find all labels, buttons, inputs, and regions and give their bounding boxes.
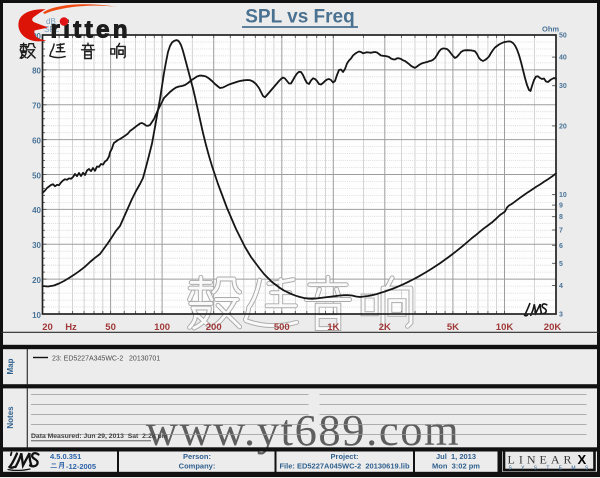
svg-text:10: 10: [32, 311, 41, 320]
svg-text:4: 4: [559, 283, 563, 290]
svg-text:10K: 10K: [496, 322, 514, 333]
svg-text:Hz: Hz: [65, 322, 77, 333]
svg-text:80: 80: [32, 67, 41, 76]
svg-text:8: 8: [559, 214, 563, 221]
svg-text:1K: 1K: [327, 322, 339, 333]
svg-text:40: 40: [32, 206, 41, 215]
svg-text:50: 50: [559, 33, 567, 40]
svg-text:50: 50: [32, 171, 41, 180]
svg-text:SPL: SPL: [44, 25, 60, 34]
svg-text:100: 100: [154, 322, 170, 333]
svg-text:Ohm: Ohm: [542, 25, 559, 34]
svg-text:-12-2005: -12-2005: [66, 462, 96, 471]
svg-text:File: ED5227A045WC-2 20130619: File: ED5227A045WC-2 20130619.lib: [279, 462, 409, 471]
svg-text:500: 500: [274, 322, 290, 333]
svg-text:Map: Map: [6, 358, 15, 374]
svg-text:Data Measured: Jun 29, 2013 S: Data Measured: Jun 29, 2013 Sat 2:28 pm: [31, 433, 168, 440]
svg-text:90: 90: [32, 32, 41, 41]
svg-text:20K: 20K: [544, 322, 562, 333]
svg-text:20: 20: [32, 276, 41, 285]
svg-text:70: 70: [32, 102, 41, 111]
svg-text:30: 30: [559, 83, 567, 90]
svg-text:Notes: Notes: [6, 406, 15, 429]
svg-text:20: 20: [42, 322, 53, 333]
svg-text:40: 40: [559, 55, 567, 62]
svg-text:Company:: Company:: [179, 462, 216, 471]
svg-text:Project:: Project:: [331, 452, 359, 461]
svg-text:5K: 5K: [447, 322, 459, 333]
svg-text:2K: 2K: [379, 322, 391, 333]
svg-text:3: 3: [559, 312, 563, 319]
svg-text:www.yt689.com: www.yt689.com: [146, 405, 461, 455]
svg-text:4.5.0.351: 4.5.0.351: [50, 452, 81, 461]
svg-text:50: 50: [105, 322, 116, 333]
svg-text:SYSTEMS: SYSTEMS: [509, 465, 598, 471]
svg-text:X: X: [578, 452, 587, 467]
svg-text:20: 20: [559, 123, 567, 130]
svg-text:Person:: Person:: [183, 452, 211, 461]
svg-text:6: 6: [559, 243, 563, 250]
svg-text:60: 60: [32, 136, 41, 145]
svg-text:30: 30: [32, 241, 41, 250]
svg-text:10: 10: [559, 192, 567, 199]
svg-text:dB: dB: [46, 17, 56, 26]
svg-text:5: 5: [559, 261, 563, 268]
svg-text:23: ED5227A345WC-2 20130701: 23: ED5227A345WC-2 20130701: [52, 356, 160, 363]
svg-text:Mon 3:02 pm: Mon 3:02 pm: [432, 462, 480, 471]
svg-text:200: 200: [206, 322, 222, 333]
svg-text:Jul 1, 2013: Jul 1, 2013: [436, 452, 476, 461]
svg-text:9: 9: [559, 203, 563, 210]
svg-text:LINEAR: LINEAR: [508, 453, 576, 467]
svg-text:7: 7: [559, 228, 563, 235]
svg-text:SPL vs Freq: SPL vs Freq: [245, 7, 354, 28]
